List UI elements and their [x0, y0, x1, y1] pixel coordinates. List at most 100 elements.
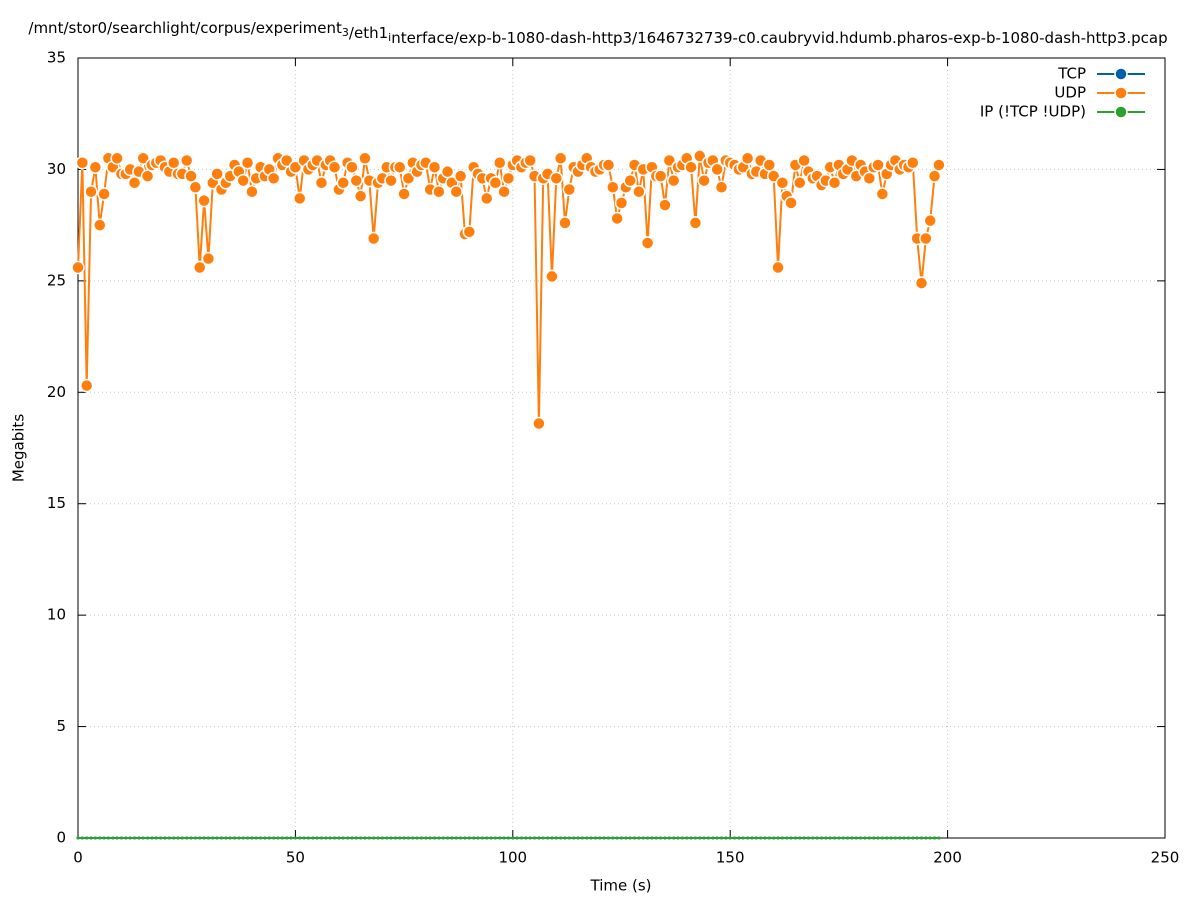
data-point [419, 836, 423, 840]
data-point [658, 198, 672, 212]
data-point [875, 187, 890, 201]
data-point [346, 836, 350, 840]
data-point [167, 836, 171, 840]
data-point [559, 836, 563, 840]
data-point [789, 836, 793, 840]
data-point [549, 171, 564, 186]
data-point [614, 196, 629, 210]
data-point [767, 836, 771, 840]
data-point [363, 836, 367, 840]
data-point [319, 836, 323, 840]
data-point [433, 836, 437, 840]
data-point [98, 836, 102, 840]
data-point [106, 836, 110, 840]
data-point [345, 160, 359, 174]
data-point [893, 836, 897, 840]
data-point [272, 836, 276, 840]
data-point [740, 151, 755, 166]
data-point [336, 176, 350, 190]
data-point [476, 836, 480, 840]
data-point [280, 836, 284, 840]
data-point [902, 836, 906, 840]
data-point [798, 836, 802, 840]
data-point [563, 836, 567, 840]
data-point [698, 836, 702, 840]
data-point [924, 836, 928, 840]
data-point [715, 836, 719, 840]
data-point [766, 169, 781, 183]
data-point [697, 173, 711, 188]
data-point [693, 149, 707, 163]
data-point [141, 836, 145, 840]
data-point [441, 836, 445, 840]
data-point [115, 836, 119, 840]
data-point [85, 836, 89, 840]
data-point [302, 836, 306, 840]
data-point [446, 836, 450, 840]
data-point [245, 184, 259, 199]
data-point [537, 836, 541, 840]
data-point [411, 836, 415, 840]
data-point [189, 836, 193, 840]
data-point [462, 225, 477, 239]
data-point [228, 836, 232, 840]
data-point [71, 260, 85, 275]
data-point [567, 836, 571, 840]
data-point [263, 836, 267, 840]
data-point [459, 836, 463, 840]
data-point [750, 836, 754, 840]
data-point [684, 160, 698, 174]
data-point [424, 836, 428, 840]
data-point [880, 836, 884, 840]
data-point [159, 836, 163, 840]
data-point [453, 169, 468, 183]
data-point [624, 836, 628, 840]
x-tick-label: 50 [286, 849, 305, 867]
data-point [827, 176, 842, 190]
data-point [815, 836, 819, 840]
y-tick-label: 20 [47, 383, 66, 401]
data-point [793, 836, 797, 840]
data-point [192, 260, 207, 275]
data-point [454, 836, 458, 840]
data-point [367, 836, 371, 840]
data-point [306, 836, 310, 840]
legend-marker [1114, 86, 1128, 100]
data-point [780, 836, 784, 840]
data-point [202, 836, 206, 840]
data-point [224, 836, 228, 840]
data-point [885, 836, 889, 840]
data-point [806, 836, 810, 840]
data-point [376, 836, 380, 840]
chart-title: /mnt/stor0/searchlight/corpus/experiment… [28, 19, 1167, 47]
data-point [889, 836, 893, 840]
data-point [485, 836, 489, 840]
data-point [276, 836, 280, 840]
data-point [937, 836, 941, 840]
data-point [572, 836, 576, 840]
data-point [506, 836, 510, 840]
data-point [776, 836, 780, 840]
data-point [76, 836, 80, 840]
data-point [146, 836, 150, 840]
data-point [837, 836, 841, 840]
data-point [328, 836, 332, 840]
data-point [606, 180, 620, 195]
data-point [833, 836, 837, 840]
data-point [541, 836, 545, 840]
data-point [193, 836, 197, 840]
data-point [246, 836, 250, 840]
data-point [872, 836, 876, 840]
data-point [915, 836, 919, 840]
data-point [546, 836, 550, 840]
data-point [545, 269, 559, 284]
data-point [110, 151, 124, 166]
data-point [385, 836, 389, 840]
data-point [315, 836, 319, 840]
data-point [240, 155, 255, 170]
data-point [393, 836, 397, 840]
y-axis-label: Megabits [10, 414, 28, 482]
data-point [784, 196, 798, 210]
